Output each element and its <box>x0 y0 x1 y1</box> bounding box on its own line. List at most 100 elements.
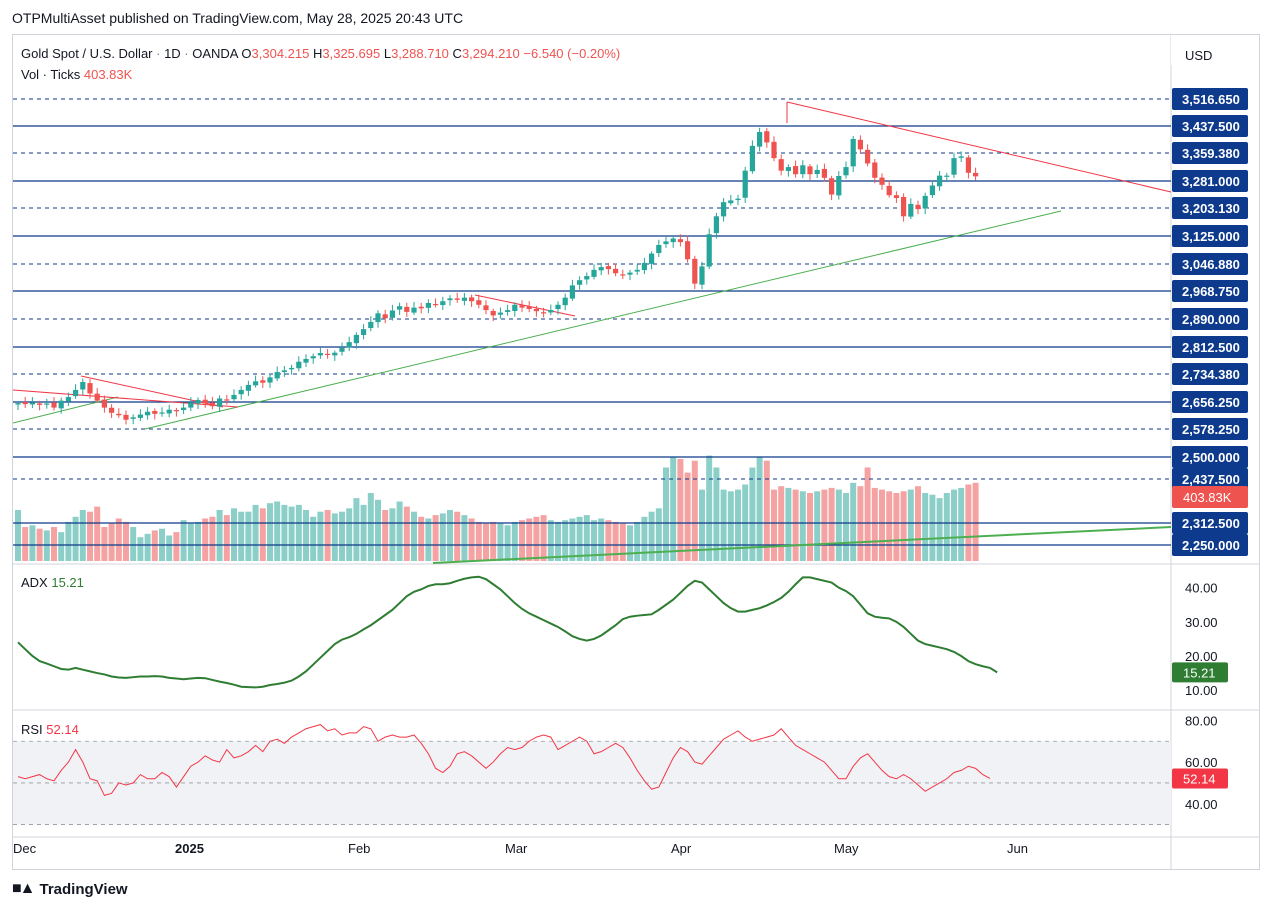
candle <box>260 380 266 383</box>
price-level-label: 2,437.500 <box>1182 472 1240 487</box>
candle <box>713 216 719 234</box>
volume-bar <box>879 489 885 561</box>
volume-bar <box>123 521 129 561</box>
volume-bar <box>641 516 648 561</box>
volume-bar <box>29 525 36 561</box>
volume-bar <box>101 527 108 561</box>
volume-bar <box>850 482 857 561</box>
candle <box>505 310 511 312</box>
symbol-source: OANDA <box>192 46 238 61</box>
volume-bar <box>821 489 828 561</box>
high-label: H <box>312 46 323 61</box>
candle <box>843 167 849 176</box>
chart-canvas[interactable]: USD 3,516.650 3,437.500 3,359.380 3,281.000 3… <box>13 35 1259 869</box>
candle <box>123 414 129 420</box>
volume-bar <box>828 487 835 561</box>
volume-bar <box>310 516 317 561</box>
candle <box>368 321 374 329</box>
candle <box>735 198 741 201</box>
candle <box>73 389 79 397</box>
adx-badge <box>1172 662 1228 683</box>
candle <box>620 274 626 276</box>
volume-bar <box>79 510 86 561</box>
candle <box>742 170 748 198</box>
candle <box>670 238 676 243</box>
price-level-badge <box>1172 468 1248 490</box>
volume-trendline <box>432 526 1172 564</box>
candle <box>929 185 935 196</box>
candle <box>281 370 287 372</box>
volume-bar <box>591 520 597 561</box>
candle <box>569 285 575 299</box>
volume-bar <box>187 523 194 561</box>
candle <box>512 304 518 312</box>
candle <box>821 168 827 178</box>
volume-label: Vol · Ticks <box>21 67 81 82</box>
symbol-interval: 1D <box>164 46 181 61</box>
volume-bar <box>281 504 288 561</box>
volume-bar <box>771 489 777 561</box>
time-axis-label: Mar <box>505 841 528 856</box>
volume-bar <box>202 518 209 561</box>
volume-bar <box>447 510 453 561</box>
price-level-badge <box>1172 336 1248 358</box>
candle <box>310 356 316 359</box>
candle <box>757 132 763 147</box>
candle <box>94 393 100 401</box>
time-axis-label: May <box>834 841 859 856</box>
candle <box>109 407 115 413</box>
time-axis-label: Apr <box>671 841 692 856</box>
candle <box>80 382 86 390</box>
candle <box>361 329 367 335</box>
volume-bar <box>627 525 633 561</box>
candle <box>613 268 619 274</box>
volume-bar <box>324 510 331 561</box>
volume-bar <box>583 515 590 561</box>
volume-bar <box>58 532 65 561</box>
candle <box>656 244 662 254</box>
price-level-label: 3,046.880 <box>1182 257 1240 272</box>
volume-bar <box>576 516 583 561</box>
rsi-badge <box>1172 768 1228 789</box>
candle <box>389 310 395 318</box>
volume-bar <box>483 523 489 561</box>
candle <box>699 266 705 285</box>
volume-bar <box>519 520 525 561</box>
volume-bar <box>958 487 965 561</box>
candle <box>483 305 489 311</box>
candle <box>159 412 165 414</box>
volume-bar <box>655 508 662 561</box>
candle <box>425 303 431 308</box>
support-trendline <box>144 210 1062 430</box>
price-level-label: 2,578.250 <box>1182 422 1240 437</box>
close-label: C <box>452 46 462 61</box>
volume-bar <box>864 467 871 561</box>
price-level-badge <box>1172 197 1248 219</box>
volume-bar <box>346 508 353 561</box>
price-level-label: 2,890.000 <box>1182 312 1240 327</box>
volume-bar <box>108 523 115 561</box>
volume-bar <box>526 518 533 561</box>
volume-bar <box>425 518 432 561</box>
volume-bar <box>907 489 914 561</box>
candle <box>541 312 547 314</box>
volume-badge <box>1172 486 1248 508</box>
candle <box>101 399 107 408</box>
candle <box>958 156 964 158</box>
volume-bar <box>130 527 137 561</box>
volume-bar <box>367 493 374 561</box>
chart-frame[interactable]: USD 3,516.650 3,437.500 3,359.380 3,281.000 3… <box>12 34 1260 870</box>
candle <box>37 403 43 405</box>
candle <box>577 280 583 285</box>
price-level-badge <box>1172 446 1248 468</box>
volume-bar <box>799 491 806 561</box>
volume-bar <box>900 491 907 561</box>
time-axis-label: Feb <box>348 841 370 856</box>
volume-bar <box>929 494 936 561</box>
volume-bar <box>418 516 425 561</box>
volume-bar <box>749 467 756 561</box>
price-level-badge <box>1172 363 1248 385</box>
candle <box>353 334 359 344</box>
volume-bar <box>22 527 29 561</box>
tradingview-brand[interactable]: ■▲ TradingView <box>12 880 128 898</box>
